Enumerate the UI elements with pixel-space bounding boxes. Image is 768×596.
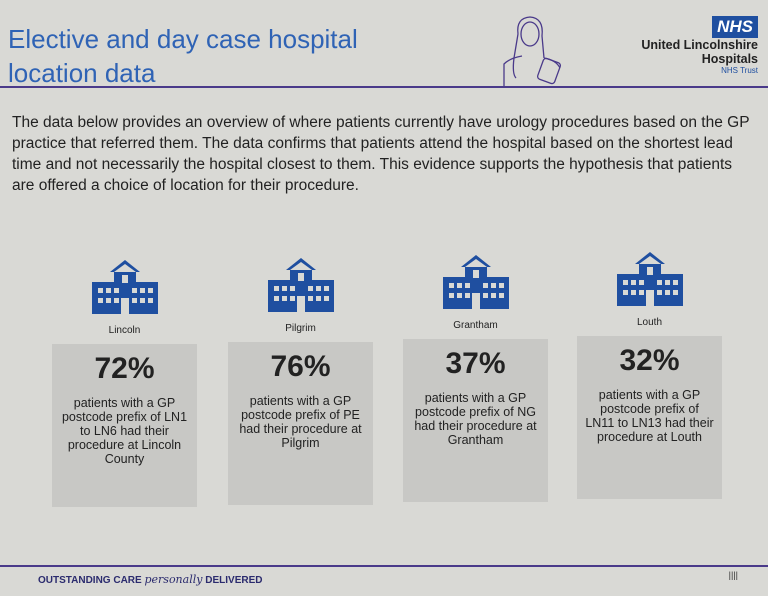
percentage: 76% xyxy=(270,350,331,383)
stat-card: 76% patients with a GP postcode prefix of… xyxy=(228,342,373,505)
hospital-name: Lincoln xyxy=(108,325,141,336)
page-title: Elective and day case hospital location d… xyxy=(8,22,358,90)
stat-card: 72% patients with a GP postcode prefix of… xyxy=(52,344,197,507)
hospital-grantham: Grantham 37% patients with a GP postcode … xyxy=(403,253,548,502)
title-line: location data xyxy=(8,58,156,88)
clinician-illustration-icon xyxy=(503,16,562,86)
title-line: Elective and day case hospital xyxy=(8,24,358,54)
tagline-part: personally xyxy=(144,573,203,586)
tagline-part: DELIVERED xyxy=(205,575,263,586)
footer-divider xyxy=(0,565,768,567)
hospital-icon xyxy=(267,258,334,312)
stat-card: 37% patients with a GP postcode prefix of… xyxy=(403,339,548,502)
stat-card: 32% patients with a GP postcode prefix of… xyxy=(577,336,722,499)
hospital-name: Grantham xyxy=(453,320,498,331)
tagline-part: OUTSTANDING CARE xyxy=(38,575,142,586)
page-marker: |||| xyxy=(728,570,738,580)
nhs-logo: NHS United Lincolnshire Hospitals NHS Tr… xyxy=(641,16,758,75)
hospital-louth: Louth 32% patients with a GP postcode pre… xyxy=(577,250,722,499)
hospital-icon xyxy=(442,255,509,309)
stat-description: patients with a GP postcode prefix of PE… xyxy=(239,394,362,450)
hospital-pilgrim: Pilgrim 76% patients with a GP postcode p… xyxy=(228,256,373,505)
hospital-icon xyxy=(616,252,683,306)
hospital-name: Louth xyxy=(636,317,663,328)
nhs-badge: NHS xyxy=(712,16,758,38)
stat-description: patients with a GP postcode prefix of NG… xyxy=(414,391,537,447)
stat-description: patients with a GP postcode prefix of LN… xyxy=(61,396,188,466)
header-divider xyxy=(0,86,768,88)
percentage: 32% xyxy=(619,344,680,377)
stat-description: patients with a GP postcode prefix of LN… xyxy=(585,388,714,444)
hospital-lincoln: Lincoln 72% patients with a GP postcode p… xyxy=(52,258,197,507)
hospital-name: Pilgrim xyxy=(285,323,316,334)
org-name: United Lincolnshire xyxy=(641,38,758,52)
percentage: 72% xyxy=(94,352,155,385)
intro-text: The data below provides an overview of w… xyxy=(12,114,750,194)
org-name: Hospitals xyxy=(701,52,758,66)
hospital-icon xyxy=(91,260,158,314)
percentage: 37% xyxy=(445,347,506,380)
trust-label: NHS Trust xyxy=(721,66,758,75)
footer-tagline: OUTSTANDING CARE personally DELIVERED xyxy=(38,573,262,586)
